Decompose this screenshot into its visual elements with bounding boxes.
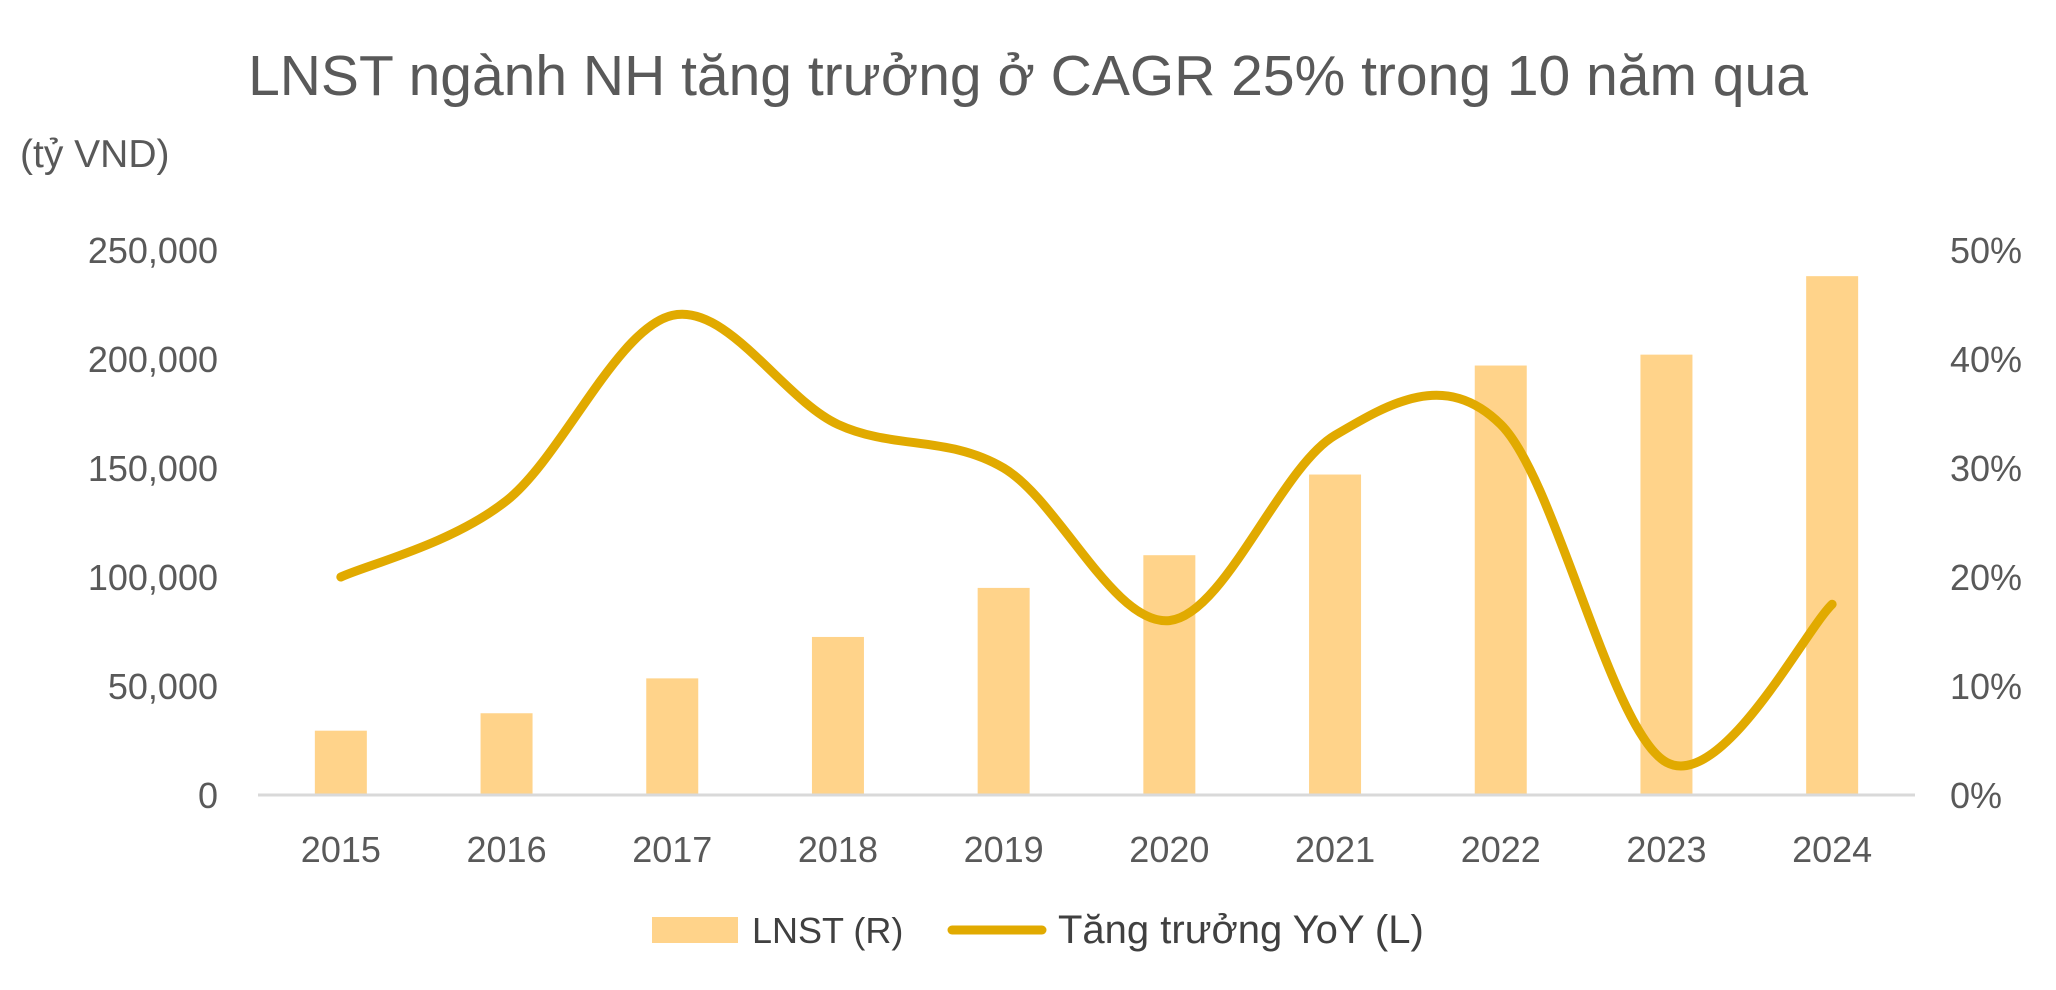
x-tick-label: 2017 <box>632 829 712 870</box>
legend-label-line: Tăng trưởng YoY (L) <box>1058 908 1424 952</box>
x-tick-label: 2016 <box>467 829 547 870</box>
x-tick-label: 2021 <box>1295 829 1375 870</box>
right-tick-label: 0% <box>1950 775 2002 816</box>
bar <box>1143 555 1196 795</box>
left-tick-label: 100,000 <box>88 557 218 598</box>
bar <box>646 678 699 795</box>
bar-series <box>314 276 1859 795</box>
x-axis: 2015 2016 2017 2018 2019 2020 2021 2022 2023 2024 <box>301 829 1872 870</box>
left-tick-label: 150,000 <box>88 448 218 489</box>
x-tick-label: 2018 <box>798 829 878 870</box>
left-tick-label: 0 <box>198 775 218 816</box>
x-tick-label: 2024 <box>1792 829 1872 870</box>
right-tick-label: 40% <box>1950 339 2022 380</box>
bar <box>977 587 1030 795</box>
right-axis: 0% 10% 20% 30% 40% 50% <box>1950 230 2022 816</box>
legend: LNST (R) Tăng trưởng YoY (L) <box>652 908 1424 952</box>
left-axis: 0 50,000 100,000 150,000 200,000 250,000 <box>88 230 218 816</box>
legend-swatch-bars <box>652 917 738 943</box>
left-tick-label: 200,000 <box>88 339 218 380</box>
right-tick-label: 30% <box>1950 448 2022 489</box>
bar <box>314 730 367 795</box>
bar <box>1806 276 1859 795</box>
left-tick-label: 50,000 <box>108 666 218 707</box>
bar <box>1640 354 1693 795</box>
right-tick-label: 20% <box>1950 557 2022 598</box>
x-tick-label: 2020 <box>1129 829 1209 870</box>
growth-line <box>336 309 1837 771</box>
bar <box>480 713 533 795</box>
bar <box>1309 474 1362 795</box>
bar <box>1474 365 1527 795</box>
right-tick-label: 10% <box>1950 666 2022 707</box>
left-tick-label: 250,000 <box>88 230 218 271</box>
bar <box>811 636 864 795</box>
x-tick-label: 2023 <box>1626 829 1706 870</box>
x-tick-label: 2022 <box>1461 829 1541 870</box>
chart-title: LNST ngành NH tăng trưởng ở CAGR 25% tro… <box>248 44 1808 108</box>
legend-label-bars: LNST (R) <box>752 910 903 951</box>
x-tick-label: 2015 <box>301 829 381 870</box>
unit-label: (tỷ VND) <box>20 133 170 176</box>
x-tick-label: 2019 <box>964 829 1044 870</box>
right-tick-label: 50% <box>1950 230 2022 271</box>
